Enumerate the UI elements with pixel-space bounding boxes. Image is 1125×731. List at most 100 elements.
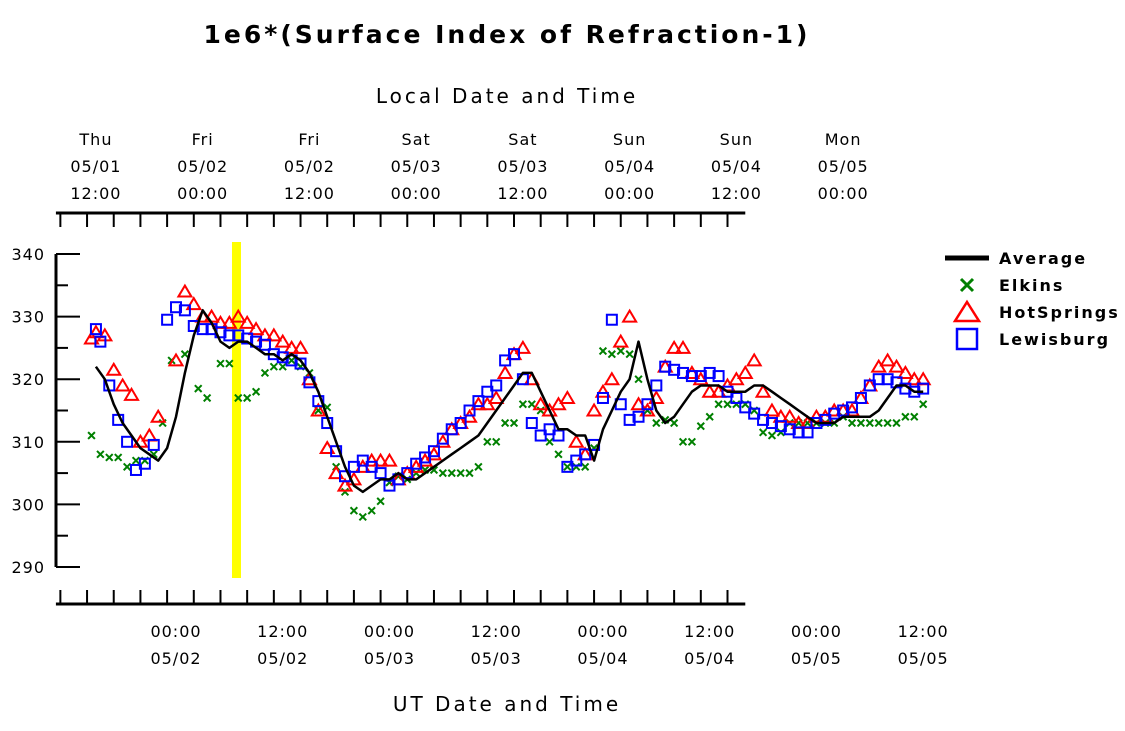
hotsprings-point bbox=[283, 339, 300, 354]
lewisburg-point bbox=[872, 373, 885, 386]
lewisburg-point bbox=[508, 348, 521, 361]
elkins-point bbox=[767, 431, 777, 440]
lewisburg-point bbox=[774, 420, 787, 433]
elkins-point bbox=[696, 422, 705, 431]
top-axis-title: Local Date and Time bbox=[376, 84, 638, 108]
elkins-point bbox=[483, 437, 492, 446]
hotsprings-point bbox=[496, 364, 514, 379]
lewisburg-point bbox=[330, 445, 343, 458]
lewisburg-point bbox=[223, 329, 236, 342]
bottom-axis-title: UT Date and Time bbox=[393, 692, 621, 716]
lewisburg-point bbox=[499, 354, 512, 367]
elkins-point bbox=[670, 418, 679, 428]
y-tick-label: 330 bbox=[11, 308, 45, 327]
lewisburg-point bbox=[703, 366, 716, 379]
elkins-point bbox=[554, 450, 563, 459]
elkins-point bbox=[758, 428, 768, 437]
series-average-line bbox=[94, 309, 924, 494]
elkins-point bbox=[260, 368, 270, 378]
lewisburg-point bbox=[712, 370, 725, 383]
bottom-tick-label: 05/04 bbox=[577, 649, 628, 668]
highlight-band bbox=[231, 242, 241, 578]
elkins-point bbox=[634, 375, 643, 384]
lewisburg-point bbox=[454, 417, 467, 430]
top-tick-label: Fri bbox=[298, 130, 320, 149]
top-tick-label: 00:00 bbox=[604, 184, 655, 203]
lewisburg-point bbox=[881, 373, 894, 386]
hotsprings-point bbox=[674, 339, 692, 354]
hotsprings-point bbox=[274, 333, 291, 348]
hotsprings-point bbox=[879, 352, 896, 367]
lewisburg-point bbox=[178, 304, 191, 317]
lewisburg-point bbox=[605, 313, 618, 326]
legend: Average Elkins HotSprings Lewisburg bbox=[945, 249, 1118, 351]
elkins-point bbox=[278, 362, 287, 371]
lewisburg-point bbox=[801, 426, 814, 439]
lewisburg-point bbox=[481, 385, 494, 398]
lewisburg-point bbox=[89, 323, 102, 336]
elkins-point bbox=[581, 462, 590, 471]
elkins-point bbox=[492, 437, 501, 446]
lewisburg-point bbox=[147, 438, 160, 451]
lewisburg-point bbox=[374, 467, 387, 480]
elkins-point bbox=[243, 393, 252, 403]
bottom-tick-label: 12:00 bbox=[898, 622, 949, 641]
hotsprings-point bbox=[230, 308, 247, 323]
elkins-point bbox=[412, 468, 421, 478]
lewisburg-point bbox=[463, 404, 476, 417]
lewisburg-point bbox=[792, 426, 805, 439]
hotsprings-point bbox=[559, 390, 576, 404]
top-tick-label: Sun bbox=[720, 130, 753, 149]
plot-area bbox=[83, 283, 932, 522]
hotsprings-point bbox=[763, 402, 781, 417]
legend-label: Elkins bbox=[999, 276, 1064, 295]
series-hotsprings bbox=[83, 283, 932, 492]
hotsprings-point bbox=[123, 386, 140, 401]
elkins-point bbox=[251, 387, 261, 396]
top-tick-label: 12:00 bbox=[284, 184, 335, 203]
lewisburg-point bbox=[196, 323, 209, 336]
bottom-tick-label: 05/02 bbox=[150, 649, 201, 668]
hotsprings-point bbox=[585, 402, 603, 417]
lewisburg-point bbox=[757, 413, 770, 426]
lewisburg-point bbox=[356, 454, 369, 467]
lewisburg-point bbox=[138, 457, 151, 470]
elkins-point bbox=[509, 418, 519, 428]
elkins-point bbox=[545, 437, 554, 446]
elkins-point bbox=[625, 350, 634, 359]
lewisburg-point bbox=[94, 335, 107, 348]
hotsprings-point bbox=[612, 333, 630, 348]
top-tick-label: 00:00 bbox=[818, 184, 869, 203]
lewisburg-point bbox=[365, 460, 378, 473]
elkins-point bbox=[234, 393, 243, 403]
lewisburg-point bbox=[129, 463, 142, 476]
hotsprings-point bbox=[568, 433, 585, 448]
bottom-tick-label: 05/05 bbox=[898, 649, 949, 668]
lewisburg-point bbox=[436, 432, 449, 445]
hotsprings-point bbox=[897, 364, 914, 379]
lewisburg-point bbox=[677, 366, 690, 379]
bottom-tick-label: 00:00 bbox=[150, 622, 201, 641]
lewisburg-point bbox=[570, 454, 583, 467]
lewisburg-point bbox=[730, 391, 743, 404]
y-tick-label: 340 bbox=[11, 245, 45, 264]
legend-label: Average bbox=[999, 249, 1087, 268]
lewisburg-point bbox=[161, 313, 174, 326]
elkins-point bbox=[349, 506, 359, 515]
top-tick-label: 00:00 bbox=[177, 184, 228, 203]
top-tick-label: 12:00 bbox=[711, 184, 762, 203]
legend-square-swatch bbox=[955, 327, 979, 351]
bottom-tick-label: 12:00 bbox=[684, 622, 735, 641]
hotsprings-point bbox=[381, 452, 398, 467]
hotsprings-point bbox=[167, 352, 185, 367]
elkins-point bbox=[122, 462, 132, 471]
elkins-point bbox=[438, 468, 447, 478]
lewisburg-point bbox=[490, 379, 503, 392]
lewisburg-point bbox=[445, 423, 458, 436]
series-elkins bbox=[87, 346, 928, 522]
top-tick-label: 05/02 bbox=[177, 157, 228, 176]
elkins-point bbox=[474, 462, 483, 471]
lewisburg-point bbox=[623, 413, 636, 426]
elkins-point bbox=[114, 453, 123, 462]
lewisburg-point bbox=[410, 457, 423, 470]
